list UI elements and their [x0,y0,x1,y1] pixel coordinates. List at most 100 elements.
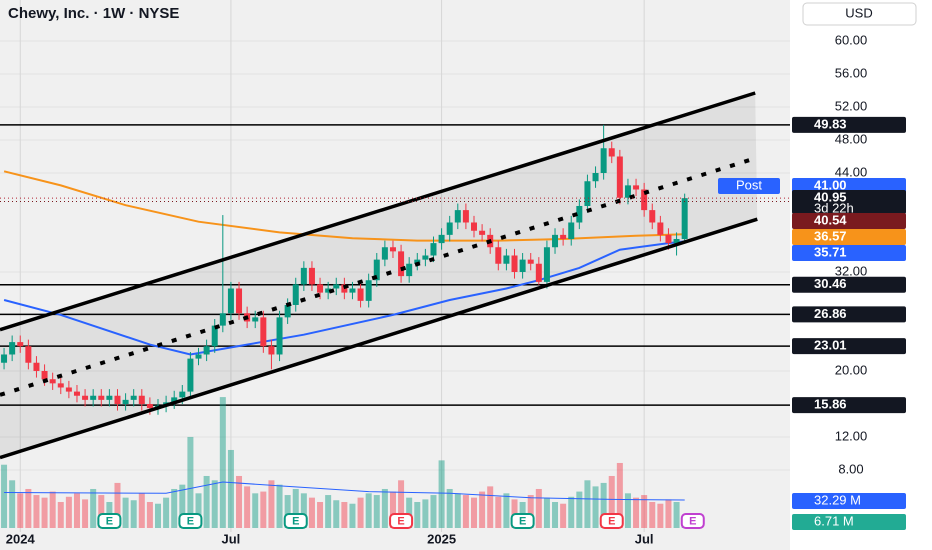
earnings-label[interactable]: E [519,515,526,527]
currency-button[interactable] [802,2,917,26]
volume-bar [430,495,437,528]
earnings-marker[interactable] [680,513,705,529]
earnings-label[interactable]: E [689,515,696,527]
price-axis-panel [790,0,932,550]
candle-body [227,288,234,314]
volume-bar [381,488,388,528]
volume-bar [122,497,129,528]
candle-body [430,243,437,256]
candle-body [446,222,453,235]
candle-body [1,354,8,363]
candle-body [503,255,510,264]
candle-body [471,222,477,231]
volume-bar [641,495,648,528]
candle-body [284,304,291,318]
volume-bar [576,491,583,528]
earnings-label[interactable]: E [292,515,299,527]
volume-bar [171,488,178,528]
candle-body [535,263,542,282]
candle-body [138,395,145,404]
earnings-marker[interactable] [389,513,414,529]
currency-label[interactable]: USD [845,5,872,20]
volume-bar [503,493,510,528]
earnings-marker[interactable] [97,513,122,529]
candle-body [406,263,413,277]
y-tick-label: 48.00 [835,131,868,146]
level-label: 49.83 [814,116,847,131]
volume-bar [211,480,218,528]
candle-body [203,346,210,355]
earnings-label[interactable]: E [397,515,404,527]
candle-body [300,267,307,285]
candle-body [106,395,113,400]
volume-bar [600,482,607,528]
volume-bar [236,475,243,528]
volume-bar [276,484,283,528]
earnings-marker[interactable] [283,513,308,529]
volume-tag-label: 32.29 M [814,492,861,507]
candle-body [236,288,243,314]
volume-bar [673,501,680,528]
candle-body [187,358,194,392]
earnings-label[interactable]: E [187,515,194,527]
candle-body [219,313,226,326]
level-label: 23.01 [814,338,847,353]
volume-bar [203,475,210,528]
volume-bar [9,480,16,528]
earnings-label[interactable]: E [106,515,113,527]
y-tick-label: 60.00 [835,32,868,47]
candle-body [543,247,550,282]
volume-bar [73,493,80,528]
volume-bar [422,499,429,528]
candle-body [122,399,129,404]
volume-bar [82,499,89,528]
volume-bar [560,503,567,528]
candle-body [519,259,526,272]
volume-bar [252,493,259,528]
candle-body [90,395,97,400]
level-tag [792,306,906,323]
candle-body [389,247,396,252]
candle-body [438,234,445,244]
volume-bar [624,493,631,528]
volume-bar [608,475,615,528]
volume-bar [341,501,348,528]
candle-body [365,280,372,301]
volume-bar [179,484,186,528]
earnings-label[interactable]: E [608,515,615,527]
volume-bar [398,480,405,528]
candle-body [114,395,121,404]
candle-body [600,148,607,173]
earnings-marker[interactable] [178,513,203,529]
y-tick-label: 20.00 [835,362,868,377]
candle-body [317,284,324,293]
y-tick-label: 52.00 [835,98,868,113]
earnings-marker[interactable] [510,513,535,529]
level-tag [792,276,906,293]
candle-body [195,354,202,359]
candle-body [260,317,267,347]
y-tick-label: 12.00 [835,428,868,443]
earnings-marker[interactable] [599,513,624,529]
candle-body [616,156,623,198]
candle-body [462,210,469,223]
post-badge-label: Post [736,177,762,192]
candle-body [624,185,631,198]
volume-bar [649,501,656,528]
volume-bar [462,495,469,528]
volume-bar [114,482,121,528]
candle-body [252,317,259,322]
price-tag-label: 35.71 [814,244,847,259]
volume-bar [187,436,194,528]
candle-body [373,259,380,281]
candle-body [33,362,40,371]
volume-bar [584,480,591,528]
volume-bar [543,497,550,528]
candle-body [454,210,461,223]
candle-body [422,255,429,260]
volume-bar [527,495,534,528]
candle-body [73,391,80,396]
candle-body [211,325,218,347]
